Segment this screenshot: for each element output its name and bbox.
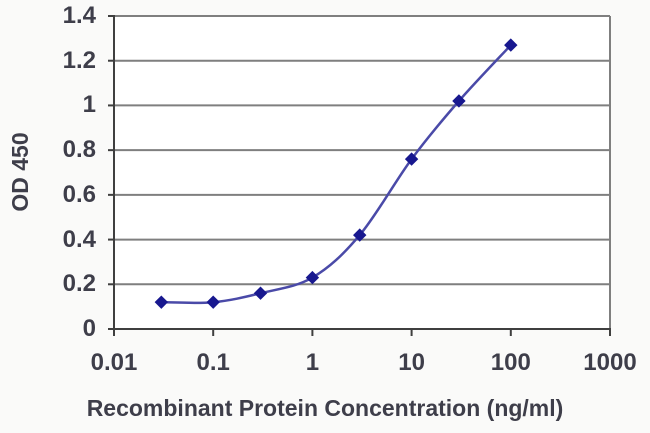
y-axis-title: OD 450 [7,132,33,212]
y-tick-label: 0.6 [62,180,96,208]
x-tick-label: 100 [490,349,531,376]
y-tick-label: 0.8 [62,136,96,164]
data-point-marker [206,295,220,309]
data-point-marker [404,152,419,166]
y-tick-label: 1.4 [62,2,96,29]
data-point-marker [452,94,466,108]
y-tick-label: 1.2 [62,46,96,74]
x-tick-label: 0.1 [196,349,230,376]
x-axis-title: Recombinant Protein Concentration (ng/ml… [86,395,564,421]
y-tick-label: 0.2 [62,270,96,298]
y-tick-label: 0 [82,315,96,342]
x-tick-label: 10 [398,349,425,376]
y-tick-label: 1 [82,91,96,119]
data-point-marker [253,286,268,300]
x-tick-label: 1 [305,349,320,376]
data-point-marker [305,270,320,285]
x-tick-label: 0.01 [90,349,138,376]
x-tick-label: 1000 [583,349,637,376]
y-tick-label: 0.4 [62,225,96,253]
data-point-marker [154,295,169,309]
plot-background [114,16,610,329]
data-point-marker [504,38,518,52]
data-point-marker [353,228,367,242]
